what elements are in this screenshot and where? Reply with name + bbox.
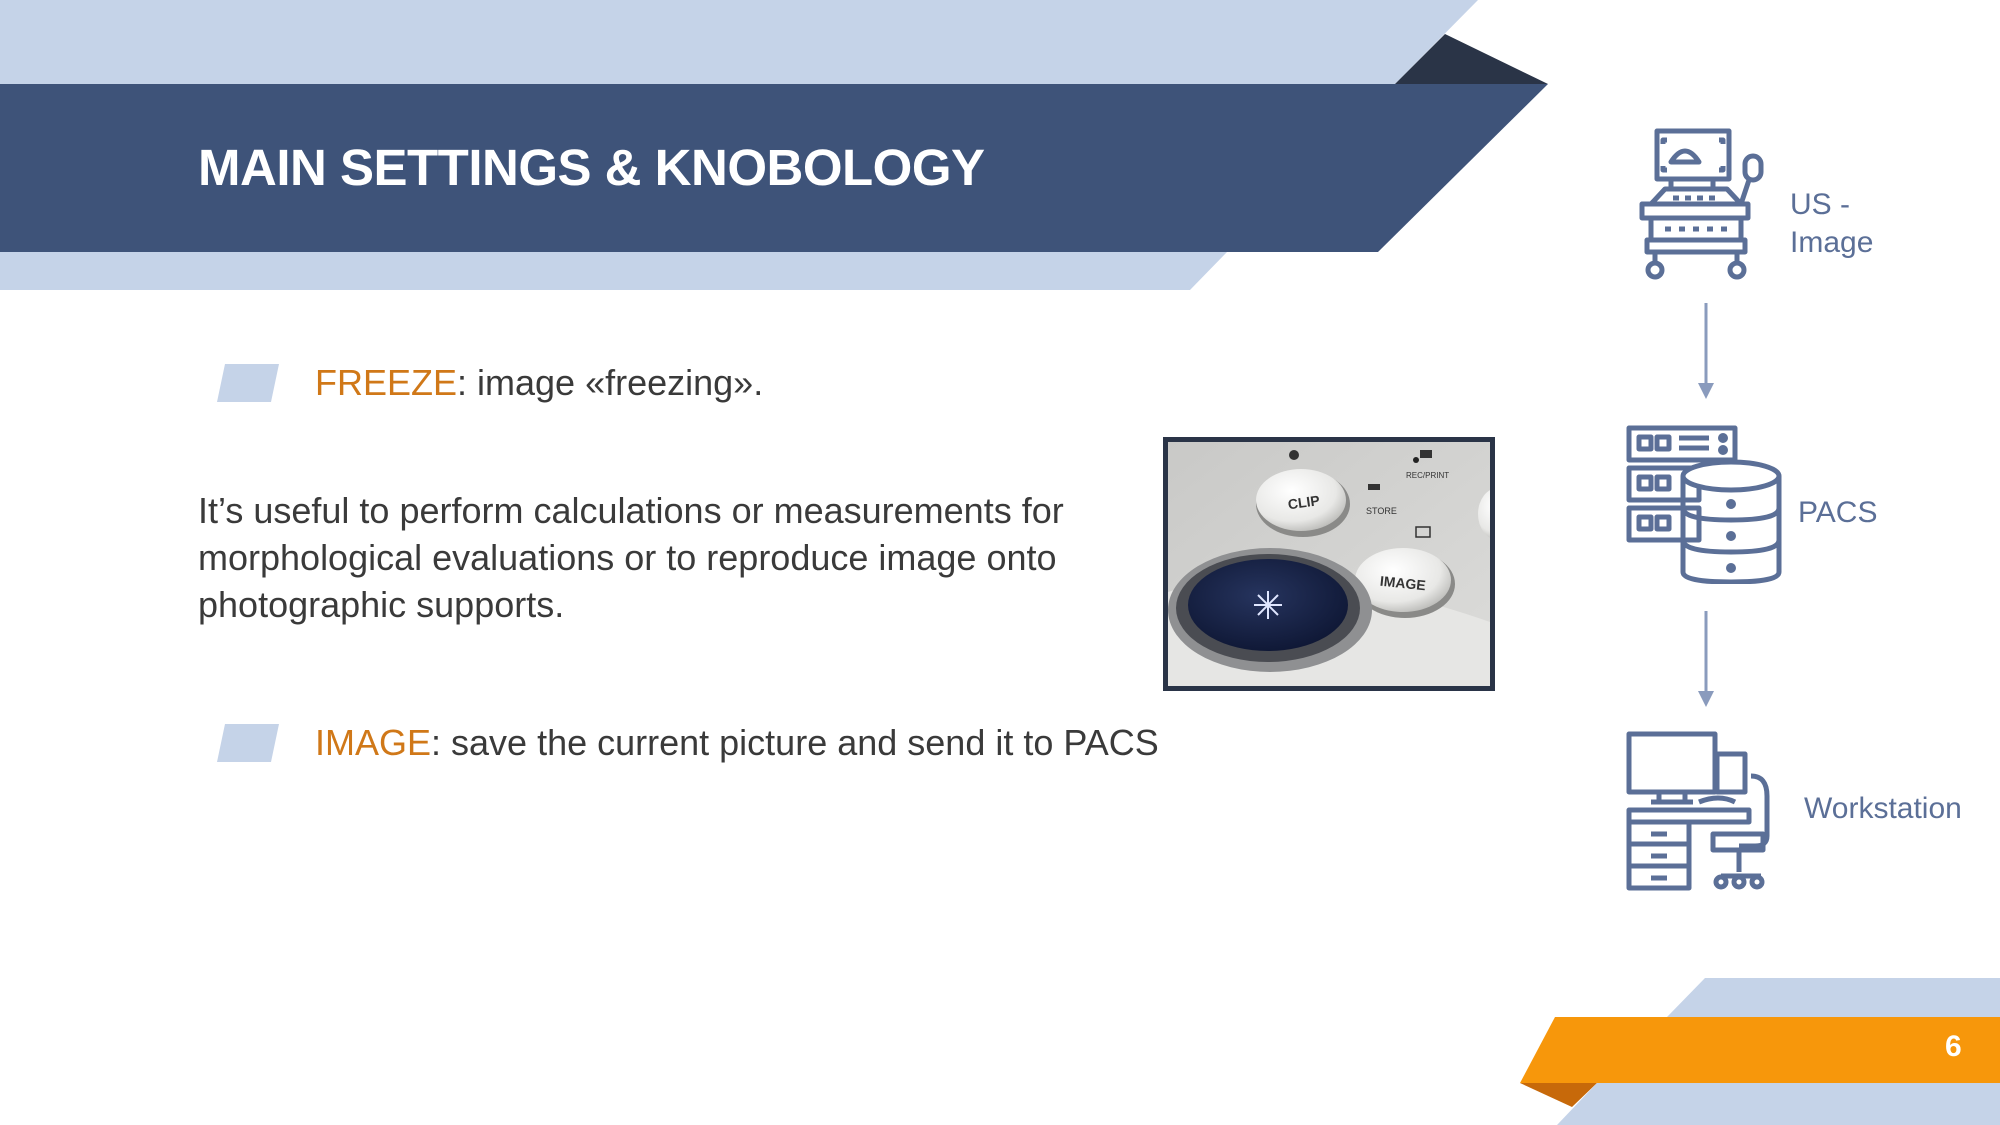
control-panel-photo: CLIP STORE REC/PRINT IMAGE: [1163, 437, 1495, 691]
flow-step-us-image: US - Image: [1790, 186, 1873, 262]
flow-arrow-down-icon: [1698, 611, 1714, 707]
rec-print-label: REC/PRINT: [1406, 471, 1449, 480]
image-button-label: IMAGE: [1379, 573, 1426, 594]
flow-arrow-down-icon: [1698, 303, 1714, 399]
header-light-band-top: [0, 0, 1478, 84]
description-paragraph: It’s useful to perform calculations or m…: [198, 490, 1064, 625]
freeze-snowflake-icon: [1254, 591, 1282, 619]
bullet-description: : image «freezing».: [457, 362, 764, 403]
flow-step-pacs: PACS: [1798, 496, 1878, 529]
bullet-marker-icon: [217, 724, 279, 762]
bullet-text: IMAGE: save the current picture and send…: [315, 722, 1159, 764]
clip-button-label: CLIP: [1287, 492, 1321, 512]
bullet-keyword: FREEZE: [315, 362, 458, 403]
bullet-text: FREEZE: image «freezing».: [315, 362, 763, 404]
bullet-image: IMAGE: save the current picture and send…: [217, 722, 1159, 764]
header-light-band-bottom: [0, 252, 1227, 290]
footer-orange-shadow: [1520, 1083, 1597, 1107]
bullet-freeze: FREEZE: image «freezing».: [217, 362, 763, 404]
footer-orange-bar: [1520, 1017, 2000, 1083]
footer-light-band-top: [1667, 978, 2000, 1017]
bullet-description: : save the current picture and send it t…: [431, 722, 1159, 763]
header-dark-bar: [0, 84, 1548, 252]
page-number: 6: [1945, 1030, 1962, 1063]
page-title: MAIN SETTINGS & KNOBOLOGY: [198, 139, 985, 196]
flow-step-workstation: Workstation: [1804, 792, 1962, 825]
flow-label-line: Image: [1790, 226, 1874, 259]
store-label: STORE: [1366, 506, 1397, 516]
footer-light-band-bottom: [1557, 1083, 2000, 1125]
workstation-desk-icon: [1626, 731, 1770, 891]
pacs-server-icon: [1626, 425, 1782, 584]
ultrasound-machine-icon: [1639, 128, 1764, 280]
control-panel-illustration: CLIP STORE REC/PRINT IMAGE: [1168, 442, 1490, 686]
bullet-marker-icon: [217, 364, 279, 402]
bullet-keyword: IMAGE: [315, 722, 432, 763]
flow-label-line: US -: [1790, 188, 1850, 221]
header-dark-triangle: [1395, 34, 1548, 84]
